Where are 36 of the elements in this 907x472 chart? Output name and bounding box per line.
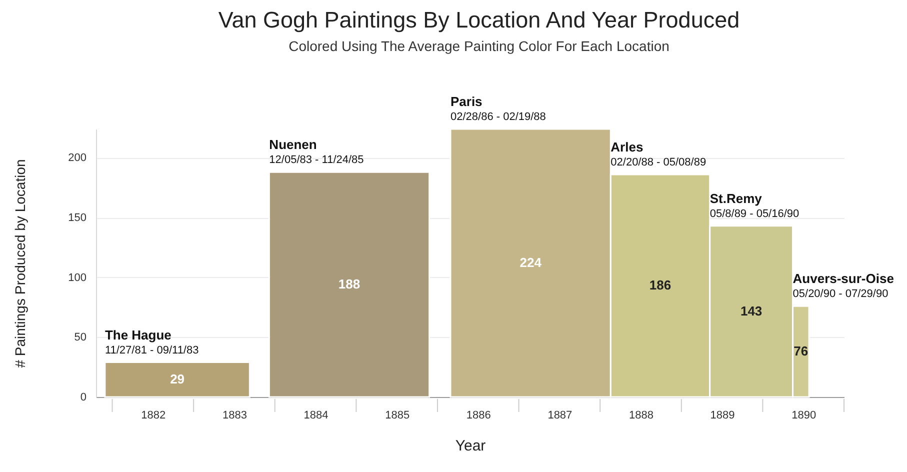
x-tick-label: 1887 (548, 410, 572, 422)
data-label: 76 (794, 344, 808, 359)
annotation: 12/05/83 - 11/24/85 (269, 154, 364, 166)
y-tick-label: 0 (80, 392, 86, 404)
data-label: 186 (649, 278, 672, 293)
data-label: 29 (170, 372, 185, 387)
annotation: Auvers-sur-Oise (792, 271, 894, 286)
y-tick-label: 100 (68, 272, 86, 284)
y-tick-label: 200 (68, 152, 86, 164)
y-axis-title: # Paintings Produced by Location (12, 159, 28, 368)
x-tick-label: 1886 (466, 410, 491, 422)
annotation: 05/8/89 - 05/16/90 (710, 208, 800, 220)
x-tick-label: 1884 (304, 410, 328, 422)
x-tick-label: 1882 (141, 410, 166, 422)
annotation: Arles (610, 139, 644, 154)
annotation: 02/20/88 - 05/08/89 (610, 156, 706, 168)
data-label: 188 (338, 276, 360, 292)
annotation: The Hague (104, 327, 172, 342)
y-tick-label: 150 (68, 212, 86, 224)
annotation: Paris (450, 94, 482, 109)
x-tick-label: 1885 (385, 410, 410, 422)
x-tick-label: 1888 (628, 410, 654, 422)
x-tick-label: 1890 (792, 410, 816, 422)
annotation: 11/27/81 - 09/11/83 (104, 344, 199, 356)
data-label: 143 (740, 303, 762, 318)
annotation: 02/28/86 - 02/19/88 (450, 111, 546, 123)
annotation: Nuenen (269, 137, 317, 152)
chart-subtitle: Colored Using The Average Painting Color For Each Location (288, 38, 670, 54)
annotation: 05/20/90 - 07/29/90 (792, 288, 888, 300)
annotation: St.Remy (710, 190, 763, 206)
y-tick-label: 50 (74, 332, 86, 344)
x-axis-title: Year (455, 438, 486, 454)
x-tick-label: 1883 (222, 410, 247, 422)
chart-title: Van Gogh Paintings By Location And Year Produced (218, 8, 740, 32)
x-tick-label: 1889 (710, 410, 735, 422)
data-label: 224 (520, 255, 542, 270)
